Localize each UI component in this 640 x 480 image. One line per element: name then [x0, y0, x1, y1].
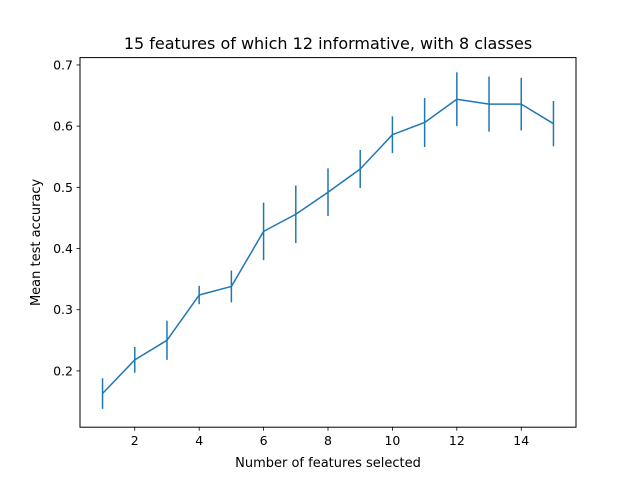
y-tick-label: 0.5: [53, 180, 73, 195]
x-tick-label: 12: [449, 433, 465, 448]
y-axis: 0.2 0.3 0.4 0.5 0.6 0.7: [53, 57, 80, 378]
x-axis: 2 4 6 8 10 12 14: [131, 427, 529, 448]
x-tick-label: 2: [131, 433, 139, 448]
chart-title: 15 features of which 12 informative, wit…: [124, 34, 532, 53]
series-line: [102, 98, 554, 395]
x-tick-label: 8: [324, 433, 332, 448]
x-tick-label: 14: [513, 433, 529, 448]
y-tick-label: 0.6: [53, 119, 73, 134]
plot-area: [79, 57, 577, 428]
y-tick-label: 0.4: [53, 241, 73, 256]
x-axis-label: Number of features selected: [235, 456, 421, 471]
y-axis-label: Mean test accuracy: [29, 178, 44, 306]
y-tick-label: 0.7: [53, 57, 73, 72]
x-tick-label: 10: [384, 433, 400, 448]
x-tick-label: 6: [260, 433, 268, 448]
x-tick-label: 4: [195, 433, 203, 448]
y-tick-label: 0.3: [53, 302, 73, 317]
y-tick-label: 0.2: [53, 363, 73, 378]
error-bars: [101, 72, 555, 409]
